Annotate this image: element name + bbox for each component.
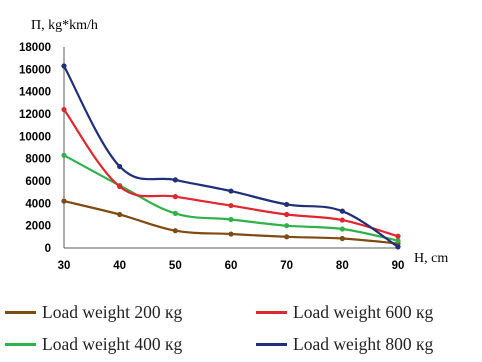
data-point bbox=[117, 163, 123, 170]
legend-item-200: Load weight 200 кg bbox=[5, 300, 182, 324]
data-point bbox=[172, 194, 178, 200]
line-chart: П, kg*km/h H, cm 0 2000 4000 6000 8000 10000 1… bbox=[19, 18, 448, 272]
y-tick-label: 2000 bbox=[25, 221, 51, 233]
data-point bbox=[61, 152, 67, 158]
data-point bbox=[339, 217, 345, 223]
data-point bbox=[284, 234, 290, 240]
data-point bbox=[61, 63, 67, 69]
x-tick-label: 40 bbox=[113, 260, 126, 272]
x-tick-label: 70 bbox=[280, 260, 293, 272]
legend-label-200: Load weight 200 кg bbox=[42, 301, 183, 322]
legend-swatch-200 bbox=[5, 310, 36, 314]
series-line-1 bbox=[63, 154, 399, 242]
legend: Load weight 200 кg Load weight 600 кg Lo… bbox=[0, 294, 482, 362]
x-tick-label: 30 bbox=[58, 260, 71, 272]
y-tick-label: 0 bbox=[45, 243, 51, 255]
data-point bbox=[395, 233, 401, 239]
legend-item-400: Load weight 400 кg bbox=[5, 332, 182, 356]
x-tick-label: 90 bbox=[392, 260, 405, 272]
data-point bbox=[172, 177, 178, 183]
y-tick-label: 16000 bbox=[19, 64, 51, 76]
data-point bbox=[339, 208, 345, 214]
legend-swatch-600 bbox=[256, 310, 287, 314]
y-tick-label: 8000 bbox=[25, 154, 51, 166]
data-point bbox=[228, 202, 234, 209]
data-point bbox=[117, 183, 123, 190]
x-tick-label: 80 bbox=[336, 260, 349, 272]
data-point bbox=[284, 201, 290, 208]
data-point bbox=[61, 106, 67, 113]
x-tick-label: 50 bbox=[169, 260, 182, 272]
data-point bbox=[395, 238, 401, 244]
y-tick-label: 6000 bbox=[25, 176, 51, 188]
legend-item-800: Load weight 800 кg bbox=[256, 332, 433, 356]
y-tick-labels: 0 2000 4000 6000 8000 10000 12000 14000 16000 180… bbox=[19, 42, 51, 255]
data-point bbox=[172, 228, 178, 234]
y-tick-label: 14000 bbox=[19, 87, 51, 99]
legend-item-600: Load weight 600 кg bbox=[256, 300, 433, 324]
data-point bbox=[61, 198, 67, 204]
data-point bbox=[228, 231, 234, 237]
y-tick-label: 4000 bbox=[25, 198, 51, 210]
data-point bbox=[284, 211, 290, 218]
legend-swatch-800 bbox=[256, 342, 287, 346]
y-tick-label: 12000 bbox=[19, 109, 51, 121]
series-lines bbox=[61, 63, 401, 250]
legend-label-800: Load weight 800 кg bbox=[293, 333, 434, 354]
y-tick-label: 18000 bbox=[19, 42, 51, 54]
data-point bbox=[284, 223, 290, 229]
legend-label-400: Load weight 400 кg bbox=[42, 333, 183, 354]
data-point bbox=[228, 216, 234, 223]
x-tick-labels: 30 40 50 60 70 80 90 bbox=[58, 260, 405, 272]
legend-label-600: Load weight 600 кg bbox=[293, 301, 434, 322]
legend-swatch-400 bbox=[5, 342, 36, 346]
y-tick-label: 10000 bbox=[19, 131, 51, 143]
data-point bbox=[339, 226, 345, 232]
data-point bbox=[228, 188, 234, 194]
data-point bbox=[117, 211, 123, 218]
x-axis-label: H, cm bbox=[414, 251, 448, 266]
data-point bbox=[395, 244, 401, 250]
data-point bbox=[339, 235, 345, 242]
y-axis-label: П, kg*km/h bbox=[31, 18, 98, 33]
x-tick-label: 60 bbox=[225, 260, 238, 272]
data-point bbox=[172, 210, 178, 216]
